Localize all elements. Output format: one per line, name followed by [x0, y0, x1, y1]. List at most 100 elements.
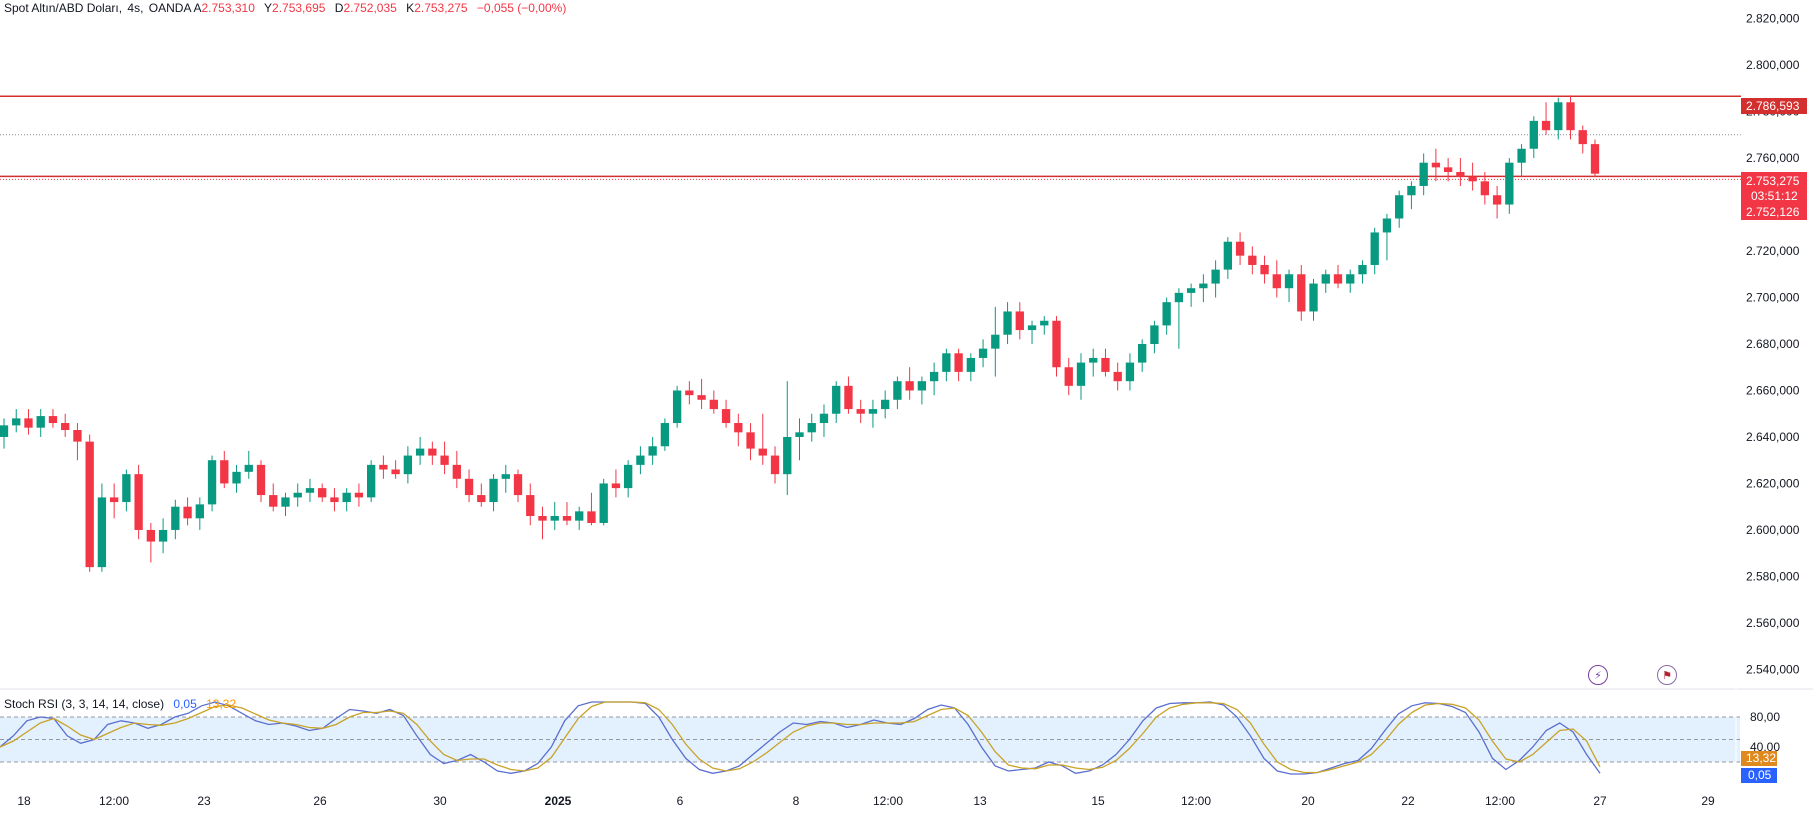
candle[interactable]	[1101, 348, 1110, 377]
candle[interactable]	[171, 499, 180, 540]
candle[interactable]	[207, 455, 217, 512]
candle[interactable]	[477, 483, 486, 507]
candle[interactable]	[146, 522, 156, 563]
candle[interactable]	[783, 381, 792, 496]
candle[interactable]	[183, 497, 192, 526]
candle[interactable]	[1578, 125, 1587, 154]
candle[interactable]	[464, 469, 474, 503]
candle[interactable]	[1419, 153, 1428, 196]
candle[interactable]	[24, 409, 33, 435]
candle[interactable]	[1370, 227, 1379, 275]
candle[interactable]	[1248, 246, 1257, 275]
candle[interactable]	[905, 367, 914, 400]
candle[interactable]	[1174, 288, 1184, 349]
candle[interactable]	[1113, 362, 1122, 391]
candle[interactable]	[709, 390, 718, 414]
candle[interactable]	[85, 434, 94, 572]
candle[interactable]	[1505, 158, 1514, 214]
candle[interactable]	[305, 478, 315, 503]
candle[interactable]	[1211, 260, 1220, 298]
candle[interactable]	[819, 404, 829, 437]
candle[interactable]	[232, 464, 241, 493]
candle[interactable]	[158, 518, 168, 554]
candle[interactable]	[1590, 139, 1600, 177]
candle[interactable]	[929, 362, 939, 396]
candle[interactable]	[1125, 353, 1135, 391]
candle[interactable]	[1284, 269, 1294, 303]
indicator-legend[interactable]: Stoch RSI (3, 3, 14, 14, close) 0,05 13,…	[4, 697, 236, 711]
us-flag-icon[interactable]: ⚑	[1657, 665, 1677, 685]
candle[interactable]	[1150, 320, 1159, 354]
candle[interactable]	[550, 502, 559, 530]
candle[interactable]	[1346, 269, 1355, 293]
candle[interactable]	[269, 483, 278, 512]
symbol-legend[interactable]: Spot Altın/ABD Doları, 4s, OANDA A2.753,…	[4, 1, 567, 15]
candle[interactable]	[281, 492, 290, 516]
candle[interactable]	[954, 348, 963, 382]
candle[interactable]	[1554, 97, 1563, 140]
candle[interactable]	[61, 413, 70, 437]
candle[interactable]	[1309, 278, 1318, 321]
candle[interactable]	[562, 502, 572, 526]
candle[interactable]	[1052, 316, 1061, 377]
candle[interactable]	[513, 469, 523, 503]
candle[interactable]	[526, 483, 535, 526]
candle[interactable]	[220, 450, 229, 489]
candle[interactable]	[1395, 190, 1404, 228]
candle[interactable]	[256, 460, 266, 503]
candle[interactable]	[134, 464, 143, 540]
candle[interactable]	[73, 423, 82, 461]
candle[interactable]	[660, 418, 670, 451]
candle[interactable]	[330, 488, 339, 512]
candle[interactable]	[403, 446, 413, 484]
candle[interactable]	[697, 378, 706, 410]
candle[interactable]	[1040, 316, 1049, 335]
candle[interactable]	[1003, 302, 1012, 344]
candle[interactable]	[978, 339, 988, 368]
candle[interactable]	[991, 306, 1000, 377]
candle[interactable]	[746, 423, 755, 461]
candle[interactable]	[611, 469, 621, 498]
candle[interactable]	[1358, 260, 1367, 284]
candle[interactable]	[1517, 144, 1526, 177]
time-axis[interactable]: 18 12:00 23 26 30 2025 6 8 12:00 13 15 12:00 20 22 12:…	[17, 794, 1715, 808]
candle[interactable]	[1480, 172, 1490, 205]
candle[interactable]	[1443, 158, 1453, 182]
candle[interactable]	[36, 409, 45, 437]
candle[interactable]	[97, 483, 107, 572]
candles[interactable]	[0, 95, 1600, 572]
candle[interactable]	[1076, 353, 1086, 400]
candle[interactable]	[122, 469, 131, 512]
lightning-icon[interactable]: ⚡	[1588, 665, 1608, 685]
candle[interactable]	[1235, 232, 1245, 265]
candle[interactable]	[795, 418, 804, 461]
candle[interactable]	[1272, 260, 1281, 298]
candle[interactable]	[1333, 264, 1343, 289]
candle[interactable]	[1468, 162, 1477, 191]
candle[interactable]	[1431, 148, 1441, 182]
candle[interactable]	[244, 450, 253, 479]
candle[interactable]	[452, 450, 461, 489]
candle[interactable]	[1382, 213, 1392, 261]
candle[interactable]	[1529, 116, 1538, 159]
candle[interactable]	[1297, 264, 1306, 321]
candle[interactable]	[1492, 185, 1502, 219]
candle[interactable]	[770, 446, 780, 484]
candle[interactable]	[1407, 181, 1416, 210]
candle[interactable]	[428, 441, 437, 465]
candle[interactable]	[391, 460, 400, 479]
candle[interactable]	[379, 455, 388, 479]
candle[interactable]	[489, 474, 498, 512]
candle[interactable]	[734, 413, 743, 447]
candle[interactable]	[1566, 95, 1575, 140]
candle[interactable]	[1260, 255, 1269, 284]
candle[interactable]	[832, 381, 841, 424]
candle[interactable]	[1321, 269, 1330, 293]
price-axis[interactable]: 2.540,000 2.560,000 2.580,000 2.600,000 2.62…	[1746, 12, 1800, 754]
candle[interactable]	[1064, 357, 1073, 396]
candle[interactable]	[966, 353, 975, 382]
candle[interactable]	[599, 478, 608, 526]
candle[interactable]	[440, 441, 449, 475]
candle[interactable]	[648, 436, 657, 465]
candle[interactable]	[1162, 297, 1171, 335]
